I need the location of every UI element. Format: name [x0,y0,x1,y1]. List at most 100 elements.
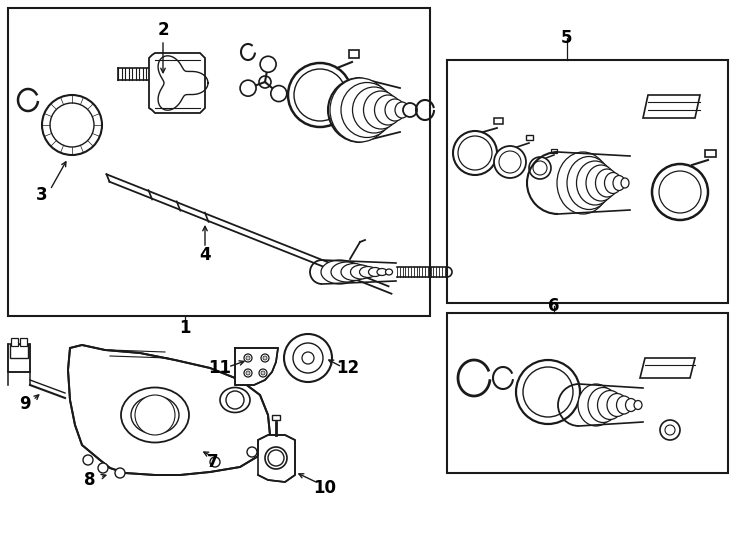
Ellipse shape [567,157,611,210]
Ellipse shape [321,260,359,284]
Ellipse shape [395,102,409,118]
Ellipse shape [605,172,622,193]
Circle shape [665,425,675,435]
Polygon shape [640,358,695,378]
Ellipse shape [385,269,393,275]
Ellipse shape [360,267,377,278]
Ellipse shape [588,388,618,422]
Ellipse shape [607,394,627,416]
Bar [10,344,28,358]
Ellipse shape [621,178,629,188]
Bar [11,338,18,346]
Text: 1: 1 [179,319,191,337]
Polygon shape [258,435,295,482]
Circle shape [284,334,332,382]
Text: 2: 2 [157,21,169,39]
Circle shape [244,354,252,362]
Ellipse shape [331,262,363,282]
Text: 8: 8 [84,471,95,489]
Text: 9: 9 [19,395,31,413]
Circle shape [529,157,551,179]
Circle shape [659,171,701,213]
Circle shape [98,463,108,473]
Circle shape [244,369,252,377]
Circle shape [261,371,265,375]
Circle shape [246,371,250,375]
Ellipse shape [352,87,396,133]
Ellipse shape [220,388,250,413]
Circle shape [210,457,220,467]
Bar [494,118,503,124]
Text: 11: 11 [208,359,231,377]
Circle shape [271,85,287,102]
Circle shape [247,447,257,457]
Text: 5: 5 [562,29,573,47]
Circle shape [516,360,580,424]
Ellipse shape [625,399,636,411]
Ellipse shape [265,447,287,469]
Bar [551,149,557,153]
Bar [8,344,30,372]
Circle shape [240,80,256,96]
Polygon shape [149,53,205,113]
Circle shape [83,455,93,465]
Ellipse shape [121,388,189,442]
Text: 4: 4 [199,246,211,264]
Circle shape [293,343,323,373]
Circle shape [458,136,492,170]
Circle shape [50,103,94,147]
Ellipse shape [368,267,382,276]
Bar [705,150,716,157]
Circle shape [494,146,526,178]
Text: 12: 12 [336,359,360,377]
Polygon shape [235,348,278,385]
Ellipse shape [634,401,642,409]
Ellipse shape [595,169,619,197]
Circle shape [226,391,244,409]
Circle shape [259,369,267,377]
Ellipse shape [617,396,631,414]
Ellipse shape [385,99,405,121]
Ellipse shape [404,104,414,116]
Ellipse shape [330,78,390,142]
Circle shape [302,352,314,364]
Circle shape [263,356,267,360]
Circle shape [259,76,271,88]
Circle shape [135,395,175,435]
Ellipse shape [131,396,179,434]
Circle shape [115,468,125,478]
Polygon shape [68,345,270,475]
Bar [349,50,359,58]
Circle shape [288,63,352,127]
Bar [447,313,728,473]
Ellipse shape [363,91,399,129]
Ellipse shape [341,264,367,280]
Circle shape [268,450,284,466]
Text: 6: 6 [548,297,560,315]
Ellipse shape [597,390,622,420]
Bar [447,60,728,303]
Bar [20,338,27,346]
Circle shape [660,420,680,440]
Text: 3: 3 [36,186,48,204]
Circle shape [499,151,521,173]
Circle shape [42,95,102,155]
Ellipse shape [613,176,625,191]
Bar [526,135,533,140]
Polygon shape [643,95,700,118]
Ellipse shape [351,265,371,279]
Bar [8,8,430,316]
Circle shape [403,103,417,117]
Ellipse shape [586,165,616,201]
Circle shape [523,367,573,417]
Circle shape [294,69,346,121]
Circle shape [453,131,497,175]
Ellipse shape [341,83,393,138]
Ellipse shape [557,152,609,214]
Text: 10: 10 [313,479,336,497]
Text: 7: 7 [207,453,219,471]
Ellipse shape [377,268,387,275]
Circle shape [261,354,269,362]
Circle shape [652,164,708,220]
Ellipse shape [374,95,401,125]
